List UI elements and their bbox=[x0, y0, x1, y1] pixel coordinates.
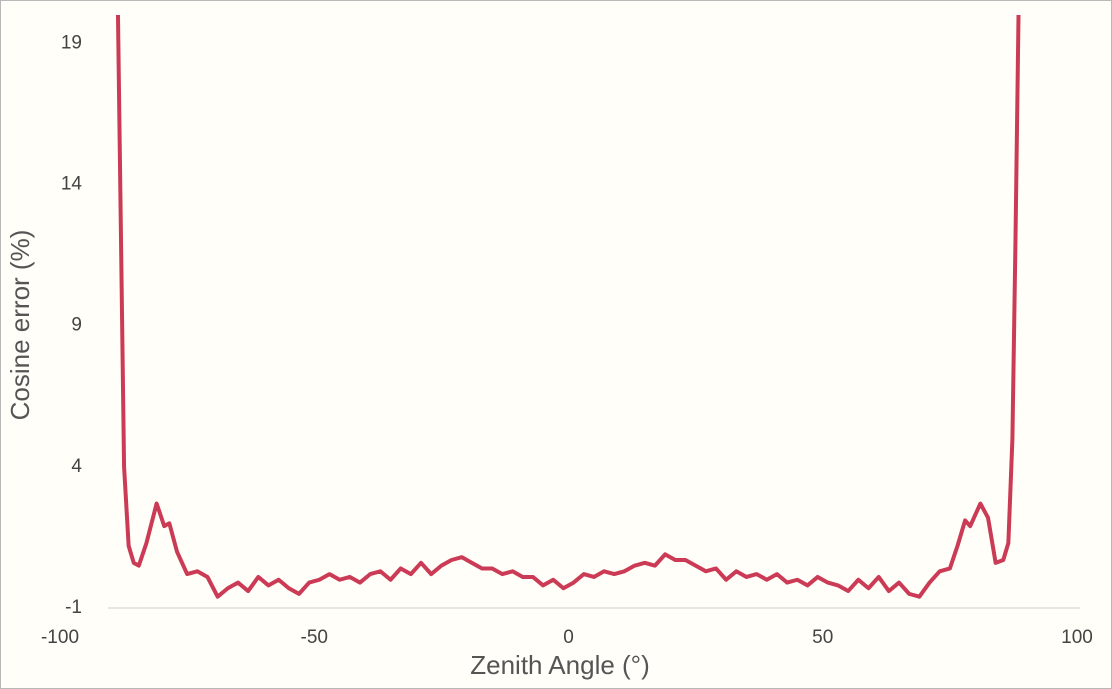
data-line bbox=[115, 15, 1021, 599]
x-tick-label: -100 bbox=[41, 627, 79, 648]
y-tick-label: -1 bbox=[65, 597, 82, 618]
x-tick-label: 100 bbox=[1061, 627, 1093, 648]
y-tick-label: 19 bbox=[61, 32, 82, 53]
x-tick-label: -50 bbox=[301, 627, 328, 648]
y-tick-label: 14 bbox=[61, 173, 83, 194]
x-tick-label: 50 bbox=[812, 627, 833, 648]
y-axis-title: Cosine error (%) bbox=[5, 230, 35, 421]
y-tick-label: 9 bbox=[71, 315, 82, 336]
x-tick-label: 0 bbox=[563, 627, 574, 648]
y-tick-label: 4 bbox=[71, 456, 82, 477]
x-axis-title: Zenith Angle (°) bbox=[470, 650, 650, 680]
